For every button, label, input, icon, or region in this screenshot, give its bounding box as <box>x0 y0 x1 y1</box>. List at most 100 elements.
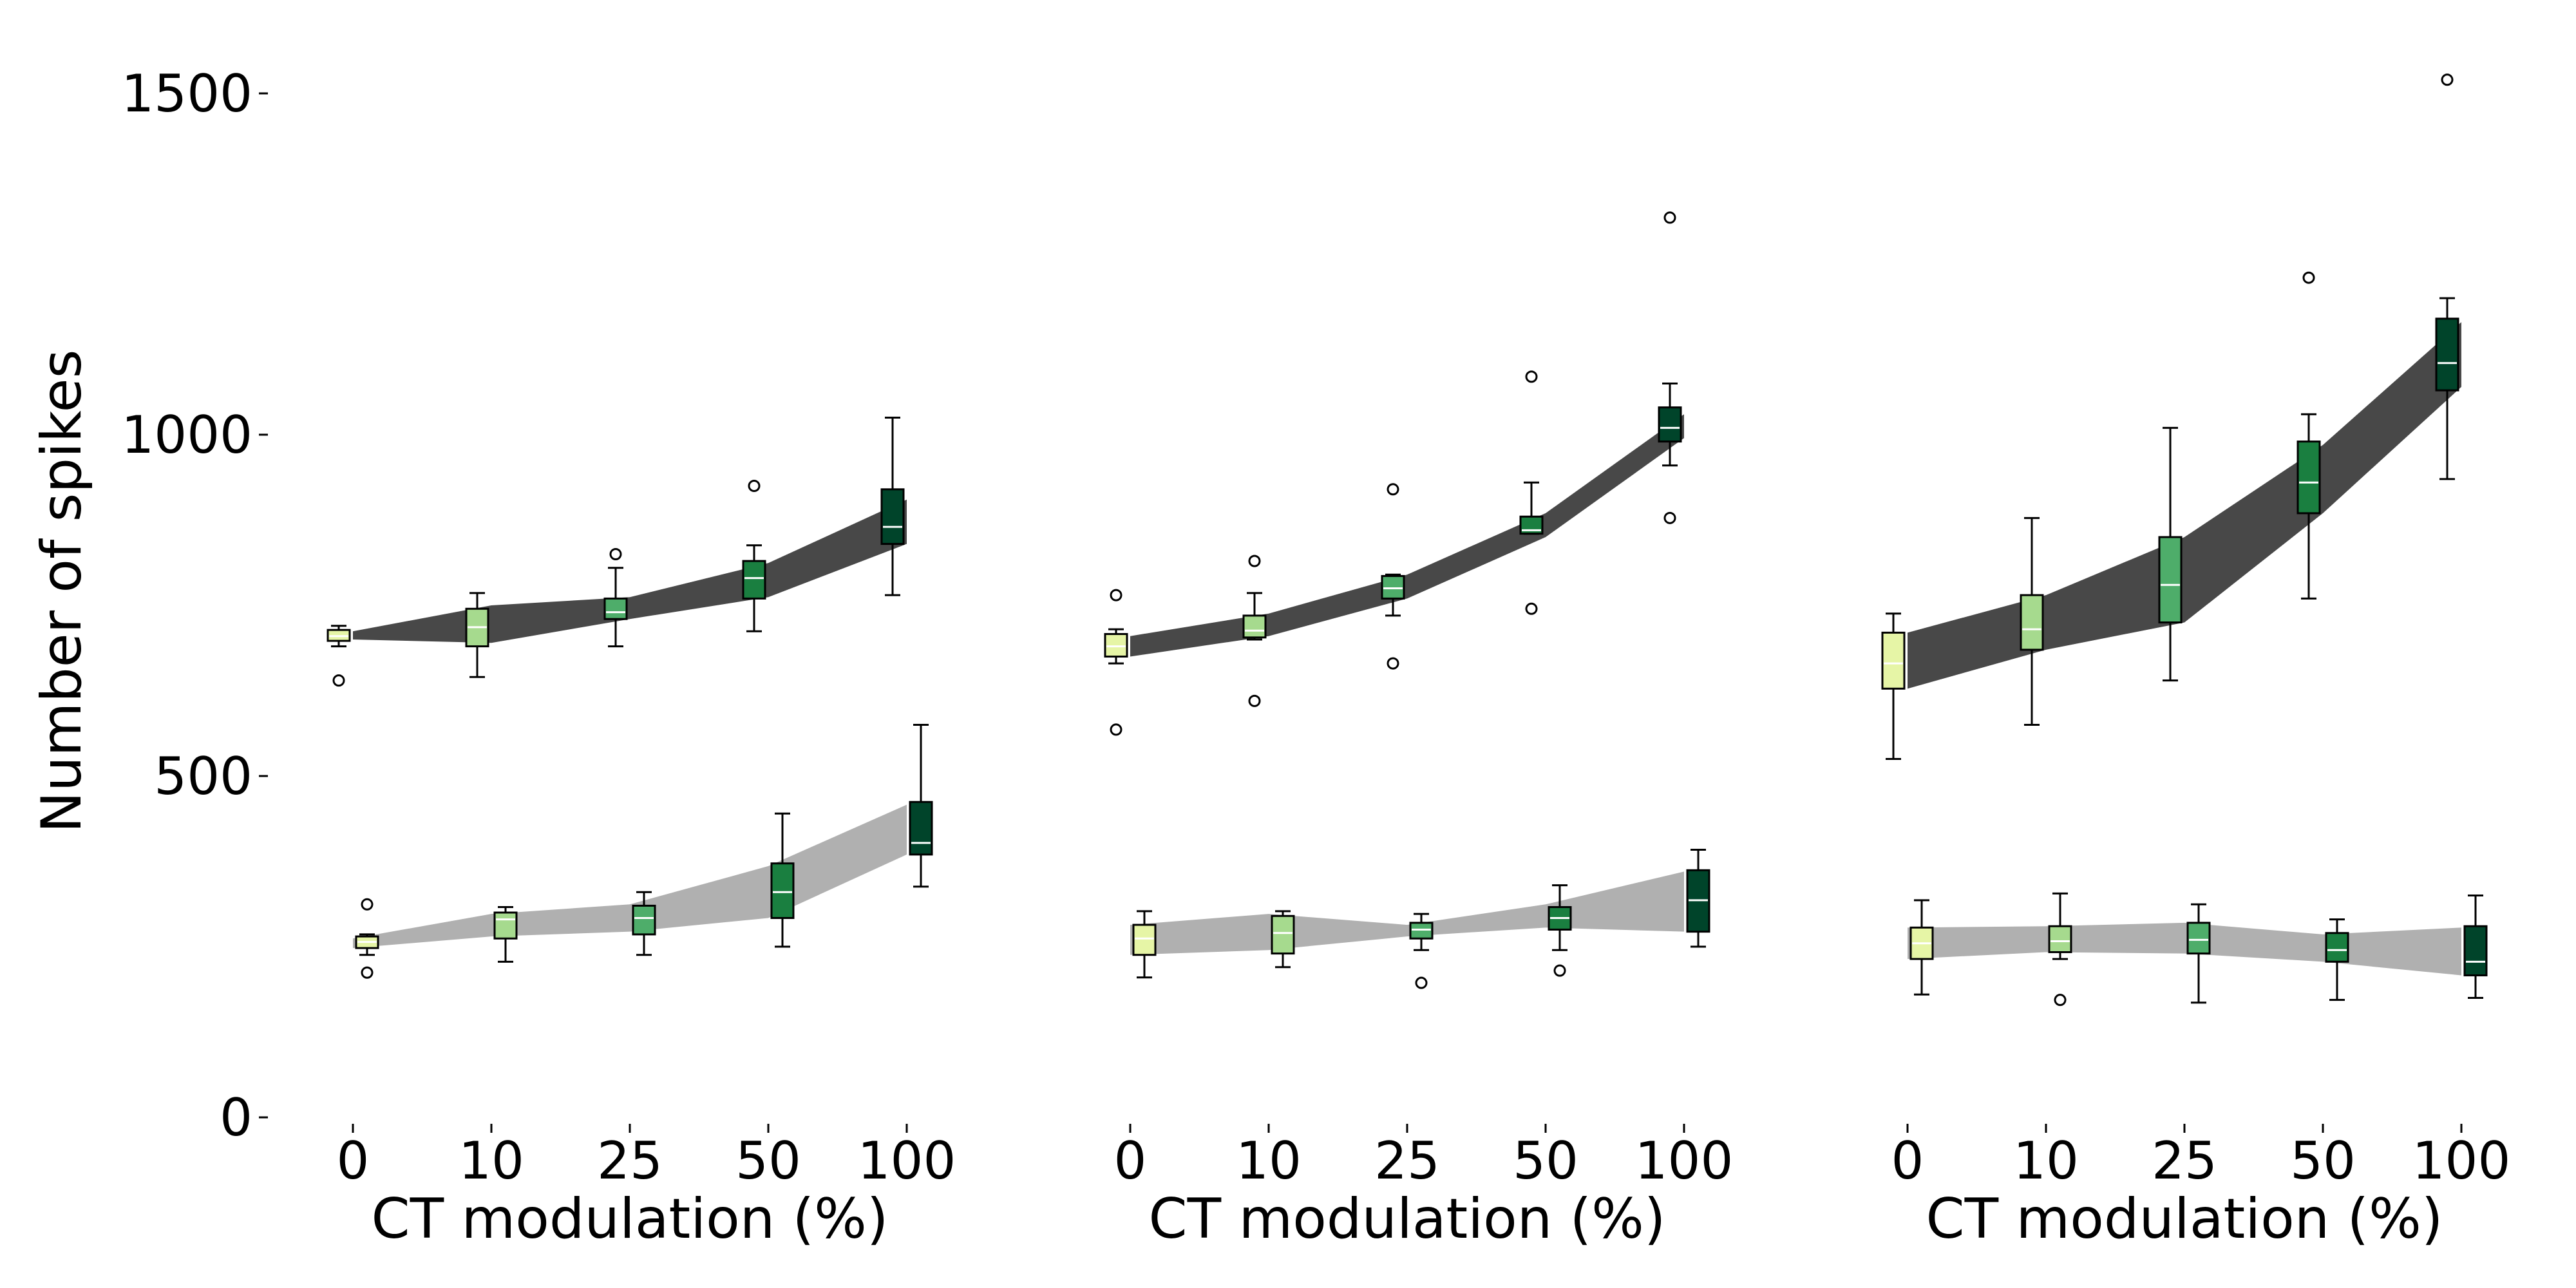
outlier-0 <box>361 898 374 911</box>
lower-box-4 <box>1686 848 1710 948</box>
x-tick-label-4: 100 <box>858 1131 956 1191</box>
x-tick-label-1: 10 <box>1236 1131 1302 1191</box>
upper-box-0 <box>1104 589 1128 736</box>
x-axis-title: CT modulation (%) <box>372 1187 889 1251</box>
x-tick-label-0: 0 <box>1891 1131 1924 1191</box>
outlier-1 <box>1663 511 1676 524</box>
y-tick-label-0: 0 <box>220 1088 252 1148</box>
lower-box-3 <box>770 812 795 948</box>
upper-box-0 <box>1881 612 1906 760</box>
lower-box-3 <box>2325 918 2349 1001</box>
box <box>1104 633 1128 658</box>
upper-box-3 <box>2297 271 2321 600</box>
box <box>2020 594 2044 651</box>
y-tick-label-3: 1500 <box>121 64 252 124</box>
x-tick-label-2: 25 <box>1374 1131 1440 1191</box>
box <box>909 800 933 856</box>
outlier-0 <box>2054 994 2067 1007</box>
lower-box-4 <box>909 724 933 888</box>
box <box>770 862 795 919</box>
upper-band <box>1130 414 1684 657</box>
upper-box-1 <box>465 592 489 678</box>
outlier-0 <box>609 548 622 560</box>
lower-band <box>353 804 907 949</box>
outlier-1 <box>1525 602 1538 615</box>
box <box>880 488 905 545</box>
y-axis-title: Number of spikes <box>30 350 94 833</box>
x-tick-label-1: 10 <box>459 1131 524 1191</box>
lower-box-2 <box>1409 913 1434 989</box>
x-tick-label-2: 25 <box>597 1131 663 1191</box>
upper-box-4 <box>1658 211 1682 524</box>
x-tick-label-0: 0 <box>337 1131 370 1191</box>
box <box>1658 406 1682 443</box>
x-tick-label-2: 25 <box>2152 1131 2217 1191</box>
outlier-0 <box>1110 589 1122 601</box>
lower-box-2 <box>2186 903 2211 1004</box>
upper-box-4 <box>2435 73 2459 480</box>
upper-band <box>353 499 907 643</box>
box <box>2158 536 2183 623</box>
x-tick-label-1: 10 <box>2013 1131 2079 1191</box>
box <box>1132 923 1157 956</box>
x-tick-label-3: 50 <box>2290 1131 2356 1191</box>
outlier-0 <box>1525 370 1538 383</box>
upper-box-1 <box>1242 554 1267 707</box>
box <box>2435 317 2459 392</box>
upper-box-0 <box>327 625 351 687</box>
outlier-0 <box>1248 554 1261 567</box>
box <box>1881 631 1906 690</box>
outlier-0 <box>1415 976 1428 989</box>
outlier-1 <box>1110 723 1122 736</box>
x-tick-label-3: 50 <box>735 1131 801 1191</box>
lower-band <box>1130 871 1684 955</box>
outlier-0 <box>1663 211 1676 224</box>
box <box>2048 925 2072 953</box>
lower-box-3 <box>1548 884 1572 977</box>
outlier-0 <box>2441 73 2454 86</box>
y-tick-label-1: 500 <box>154 746 252 806</box>
lower-box-2 <box>632 891 656 956</box>
box <box>1381 574 1405 600</box>
upper-box-1 <box>2020 516 2044 726</box>
outlier-0 <box>1387 483 1399 496</box>
outlier-0 <box>1553 964 1566 977</box>
x-tick-label-4: 100 <box>2412 1131 2511 1191</box>
lower-box-0 <box>1909 899 1934 996</box>
lower-box-4 <box>2463 895 2488 999</box>
x-axis-title: CT modulation (%) <box>1926 1187 2443 1251</box>
lower-box-1 <box>2048 892 2072 1007</box>
box <box>1271 914 1295 955</box>
lower-box-1 <box>493 906 518 963</box>
box <box>2297 440 2321 515</box>
x-axis-title: CT modulation (%) <box>1149 1187 1666 1251</box>
upper-box-3 <box>742 480 766 632</box>
box <box>493 911 518 940</box>
lower-box-0 <box>1132 910 1157 979</box>
lower-band <box>1908 922 2461 976</box>
outlier-0 <box>2302 271 2315 284</box>
upper-box-2 <box>1381 483 1405 670</box>
upper-box-2 <box>2158 426 2183 682</box>
outlier-1 <box>1387 657 1399 670</box>
x-tick-label-4: 100 <box>1635 1131 1734 1191</box>
box <box>2463 925 2488 977</box>
box <box>2186 922 2211 955</box>
y-axis: 0 500 1000 1500 <box>121 64 268 1148</box>
upper-band <box>1908 322 2461 689</box>
outlier-1 <box>361 966 374 979</box>
outlier-1 <box>1248 694 1261 707</box>
box <box>2325 932 2349 963</box>
x-tick-label-3: 50 <box>1513 1131 1578 1191</box>
box <box>632 904 656 936</box>
box <box>1242 614 1267 639</box>
upper-box-4 <box>880 417 905 596</box>
box <box>742 560 766 600</box>
upper-box-2 <box>603 548 628 648</box>
outlier-0 <box>748 480 761 492</box>
